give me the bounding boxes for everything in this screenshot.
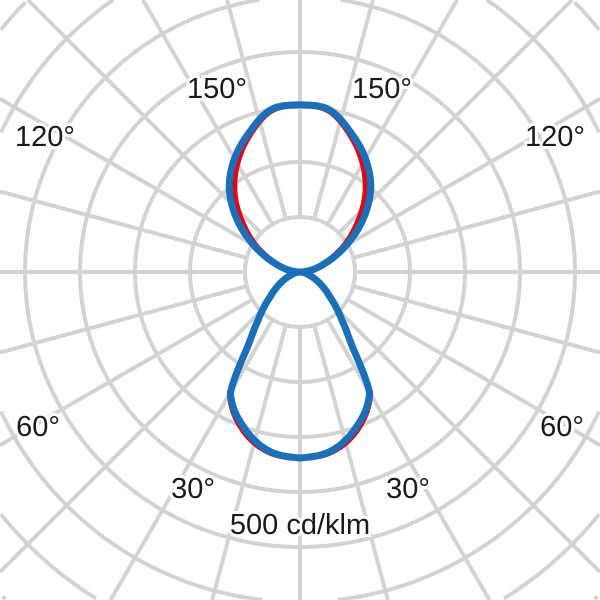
angle-label-30-left: 30°	[171, 473, 215, 505]
curves	[225, 101, 375, 462]
grid-spoke	[141, 0, 275, 226]
grid-spoke	[312, 324, 390, 600]
angle-label-120-right: 120°	[525, 121, 585, 153]
grid-spoke	[225, 0, 288, 220]
grid-spoke	[26, 0, 263, 235]
grid-spoke	[352, 189, 600, 260]
grid-spoke	[0, 309, 263, 574]
grid-spoke	[325, 318, 492, 600]
grid-ring	[23, 0, 577, 549]
angle-label-120-left: 120°	[15, 121, 75, 153]
grid-spoke	[0, 97, 254, 247]
angle-label-150-left: 150°	[187, 73, 247, 105]
angle-label-60-right: 60°	[540, 411, 584, 443]
grid-ring	[1, 594, 599, 600]
grid-spoke	[312, 0, 375, 220]
grid-spoke	[346, 97, 600, 247]
labels: 150° 150° 120° 120° 60° 60° 30° 30° 500 …	[12, 70, 588, 544]
grid-spoke	[325, 0, 459, 226]
blue-intensity-curve	[225, 101, 375, 462]
angle-label-30-right: 30°	[386, 473, 430, 505]
angle-label-150-right: 150°	[352, 73, 412, 105]
grid-spoke	[337, 0, 574, 235]
grid-spoke	[0, 189, 248, 260]
grid-spoke	[352, 284, 600, 355]
grid-spoke	[108, 318, 275, 600]
grid-spoke	[346, 297, 600, 447]
grid-spoke	[210, 324, 288, 600]
angle-label-60-left: 60°	[16, 411, 60, 443]
grid-spoke	[337, 309, 600, 574]
grid-spoke	[0, 284, 248, 355]
unit-label: 500 cd/klm	[230, 509, 370, 541]
grid-spoke	[0, 297, 254, 447]
